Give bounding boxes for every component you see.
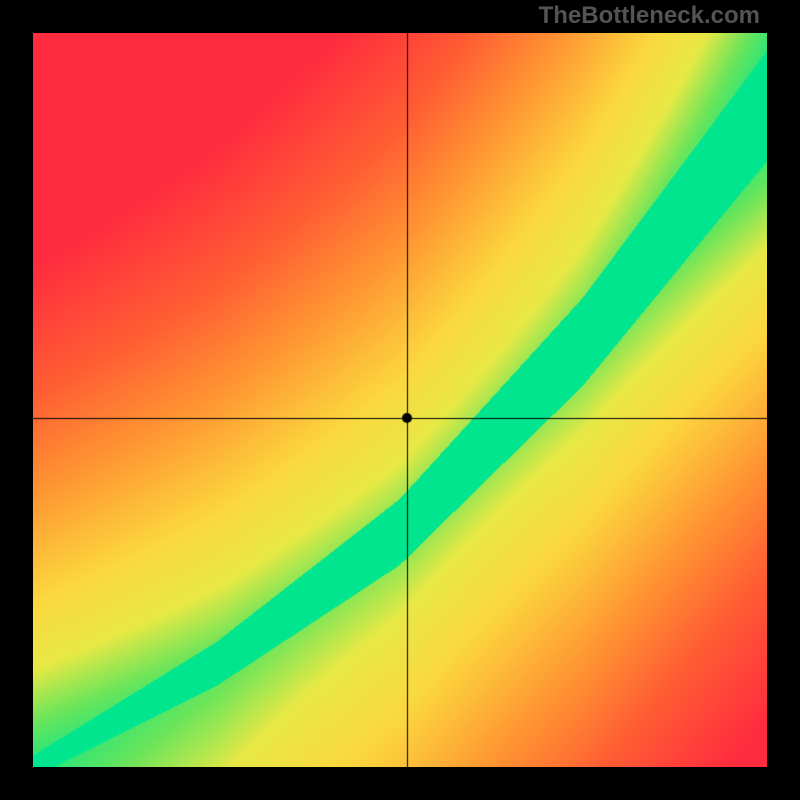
heatmap-canvas xyxy=(33,33,767,767)
watermark-text: TheBottleneck.com xyxy=(539,2,760,30)
heatmap-plot xyxy=(33,33,767,767)
